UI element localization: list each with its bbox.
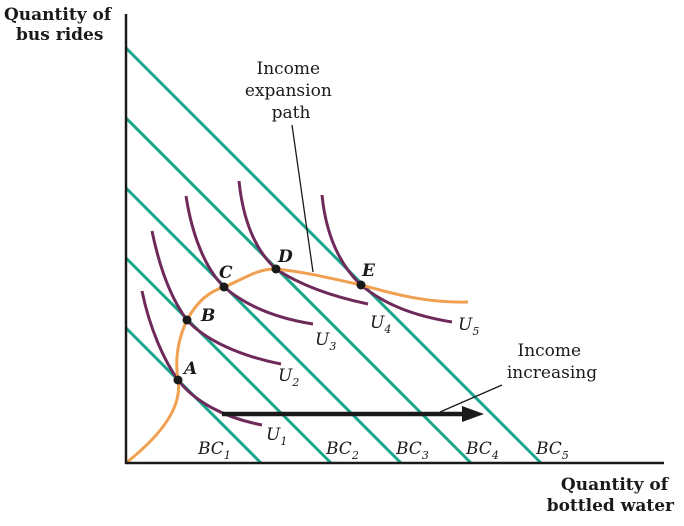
expansion-path-label: Income expansion path (245, 59, 337, 123)
tangency-points (173, 264, 366, 385)
point-b-label: B (200, 306, 215, 326)
income-increasing-pointer (439, 384, 503, 413)
income-increasing-arrow (222, 406, 484, 422)
point-e-dot (356, 280, 366, 290)
point-d-dot (271, 264, 281, 274)
point-a-dot (173, 375, 183, 385)
budget-constraint-lines (124, 46, 543, 465)
budget-line-bc5 (124, 46, 543, 465)
bc4-label: BC4 (465, 439, 499, 462)
income-expansion-path (125, 267, 469, 465)
income-increasing-label: Income increasing (507, 341, 597, 383)
budget-line-bc4 (124, 116, 473, 465)
point-c-dot (219, 282, 229, 292)
point-labels: A B C D E (182, 247, 376, 379)
u3-label: U3 (315, 330, 336, 353)
bc2-label: BC2 (325, 439, 359, 462)
x-axis-title: Quantity of bottled water (547, 475, 675, 516)
indifference-curve-u4 (237, 180, 369, 306)
point-c-label: C (219, 263, 233, 283)
y-axis-title: Quantity of bus rides (4, 5, 117, 45)
budget-line-bc2 (124, 256, 333, 465)
arrow-head (462, 406, 484, 422)
indifference-curve-labels: U1 U2 U3 U4 U5 (266, 313, 479, 448)
point-e-label: E (361, 261, 376, 281)
u1-label: U1 (266, 425, 287, 448)
u2-label: U2 (278, 366, 299, 389)
bc3-label: BC3 (395, 439, 429, 462)
bc1-label: BC1 (197, 439, 231, 462)
bc5-label: BC5 (535, 439, 569, 462)
expansion-path-pointer (291, 124, 314, 273)
indifference-curve-u5 (320, 194, 453, 324)
budget-constraint-labels: BC1 BC2 BC3 BC4 BC5 (197, 439, 569, 462)
u4-label: U4 (370, 313, 391, 336)
u5-label: U5 (458, 315, 479, 338)
point-a-label: A (182, 359, 197, 379)
point-d-label: D (277, 247, 293, 267)
point-b-dot (182, 315, 192, 325)
budget-line-bc3 (124, 186, 403, 465)
axes (124, 14, 664, 465)
